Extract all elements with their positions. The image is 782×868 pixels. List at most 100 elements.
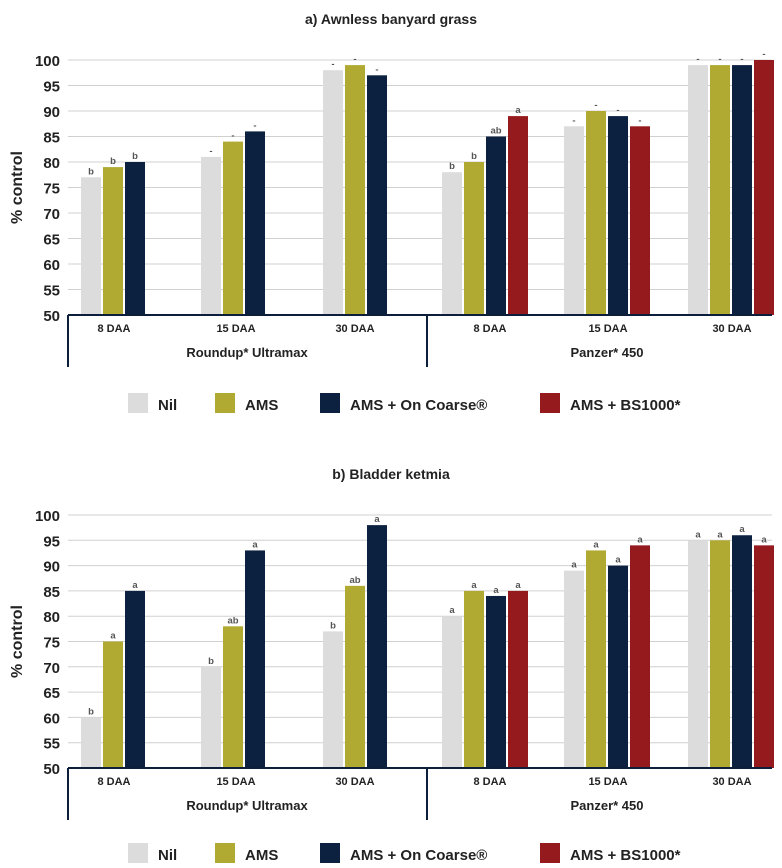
y-tick-label: 80 xyxy=(43,155,60,172)
y-tick-label: 85 xyxy=(43,584,60,601)
bar xyxy=(464,590,484,768)
legend-swatch xyxy=(320,393,340,413)
legend-label: AMS + BS1000* xyxy=(570,847,681,864)
bar xyxy=(508,590,528,768)
bar xyxy=(103,641,123,768)
bar xyxy=(345,585,365,768)
bar xyxy=(245,550,265,768)
bar-significance-label: - xyxy=(253,120,256,131)
legend-label: AMS + On Coarse® xyxy=(350,397,487,414)
x-category-label: 15 DAA xyxy=(216,776,255,788)
bar-significance-label: a xyxy=(695,529,701,540)
bar-significance-label: a xyxy=(374,514,380,525)
bar xyxy=(732,535,752,768)
x-category-label: 8 DAA xyxy=(97,323,130,335)
bar-significance-label: a xyxy=(717,529,723,540)
x-group-label: Roundup* Ultramax xyxy=(186,798,308,813)
x-group-label: Panzer* 450 xyxy=(571,345,644,360)
y-tick-label: 80 xyxy=(43,609,60,626)
bar-significance-label: - xyxy=(638,115,641,126)
x-category-label: 15 DAA xyxy=(216,323,255,335)
bar-significance-label: - xyxy=(209,146,212,157)
bar-significance-label: - xyxy=(718,54,721,65)
bar xyxy=(754,60,774,315)
y-tick-label: 60 xyxy=(43,710,60,727)
y-tick-label: 50 xyxy=(43,308,60,325)
bar-significance-label: a xyxy=(515,580,521,591)
bar-significance-label: a xyxy=(132,580,138,591)
bar xyxy=(564,570,584,768)
bar xyxy=(608,116,628,315)
bar xyxy=(245,131,265,315)
bar xyxy=(630,545,650,768)
legend-label: AMS + BS1000* xyxy=(570,397,681,414)
chart-a-svg: a) Awnless banyard grass 50 55 60 65 70 75 80 85… xyxy=(9,11,774,414)
bar xyxy=(464,162,484,315)
legend-swatch xyxy=(128,393,148,413)
bar xyxy=(586,550,606,768)
chart-awnless-banyard-grass: a) Awnless banyard grass 50 55 60 65 70 75 80 85… xyxy=(9,11,774,414)
bar xyxy=(125,590,145,768)
bar-significance-label: - xyxy=(331,59,334,70)
x-category-label: 15 DAA xyxy=(588,323,627,335)
bar-significance-label: b xyxy=(88,706,94,717)
y-tick-label: 75 xyxy=(43,635,60,652)
x-category-label: 30 DAA xyxy=(335,776,374,788)
bar-significance-label: b xyxy=(330,620,336,631)
bar-significance-label: - xyxy=(375,64,378,75)
bar xyxy=(323,70,343,315)
bar xyxy=(442,616,462,768)
bar xyxy=(608,565,628,768)
y-tick-label: 100 xyxy=(35,53,60,70)
bar xyxy=(732,65,752,315)
bar-significance-label: - xyxy=(762,49,765,60)
y-tick-label: 55 xyxy=(43,283,60,300)
bar xyxy=(103,167,123,315)
bar xyxy=(564,126,584,315)
bar-significance-label: b xyxy=(110,156,116,167)
bar xyxy=(223,141,243,315)
x-category-label: 8 DAA xyxy=(473,776,506,788)
y-tick-label: 55 xyxy=(43,736,60,753)
bar-significance-label: - xyxy=(594,100,597,111)
y-tick-label: 50 xyxy=(43,761,60,778)
bar xyxy=(442,172,462,315)
legend-label: Nil xyxy=(158,397,177,414)
chart-bladder-ketmia: b) Bladder ketmia 50 55 60 65 70 75 80 85 90 95 100… xyxy=(0,452,782,868)
bar xyxy=(754,545,774,768)
chart-b-svg: b) Bladder ketmia 50 55 60 65 70 75 80 85 90 95 100… xyxy=(9,466,774,864)
bar xyxy=(223,626,243,768)
bar xyxy=(486,595,506,768)
legend-label: AMS xyxy=(245,847,278,864)
legend-swatch xyxy=(215,843,235,863)
bar-significance-label: a xyxy=(493,585,499,596)
bar-significance-label: b xyxy=(449,161,455,172)
chart-title: a) Awnless banyard grass xyxy=(305,11,477,27)
legend-label: AMS + On Coarse® xyxy=(350,847,487,864)
bar-significance-label: a xyxy=(637,534,643,545)
y-axis-label: % control xyxy=(9,605,26,678)
bar-significance-label: a xyxy=(449,605,455,616)
x-category-label: 30 DAA xyxy=(712,776,751,788)
y-tick-label: 90 xyxy=(43,104,60,121)
y-tick-label: 65 xyxy=(43,685,60,702)
y-axis-label: % control xyxy=(9,151,26,224)
y-tick-label: 95 xyxy=(43,79,60,96)
y-tick-label: 95 xyxy=(43,533,60,550)
bar-significance-label: - xyxy=(696,54,699,65)
x-category-label: 8 DAA xyxy=(473,323,506,335)
legend-label: AMS xyxy=(245,397,278,414)
y-tick-label: 60 xyxy=(43,257,60,274)
bar xyxy=(367,525,387,768)
y-tick-label: 85 xyxy=(43,130,60,147)
bar xyxy=(586,111,606,315)
bar-significance-label: ab xyxy=(490,126,501,137)
bar xyxy=(486,136,506,315)
legend-swatch xyxy=(215,393,235,413)
y-tick-label: 65 xyxy=(43,232,60,249)
bar xyxy=(323,631,343,768)
x-group-label: Panzer* 450 xyxy=(571,798,644,813)
bar-significance-label: a xyxy=(110,631,116,642)
bar-significance-label: - xyxy=(572,115,575,126)
x-category-label: 15 DAA xyxy=(588,776,627,788)
